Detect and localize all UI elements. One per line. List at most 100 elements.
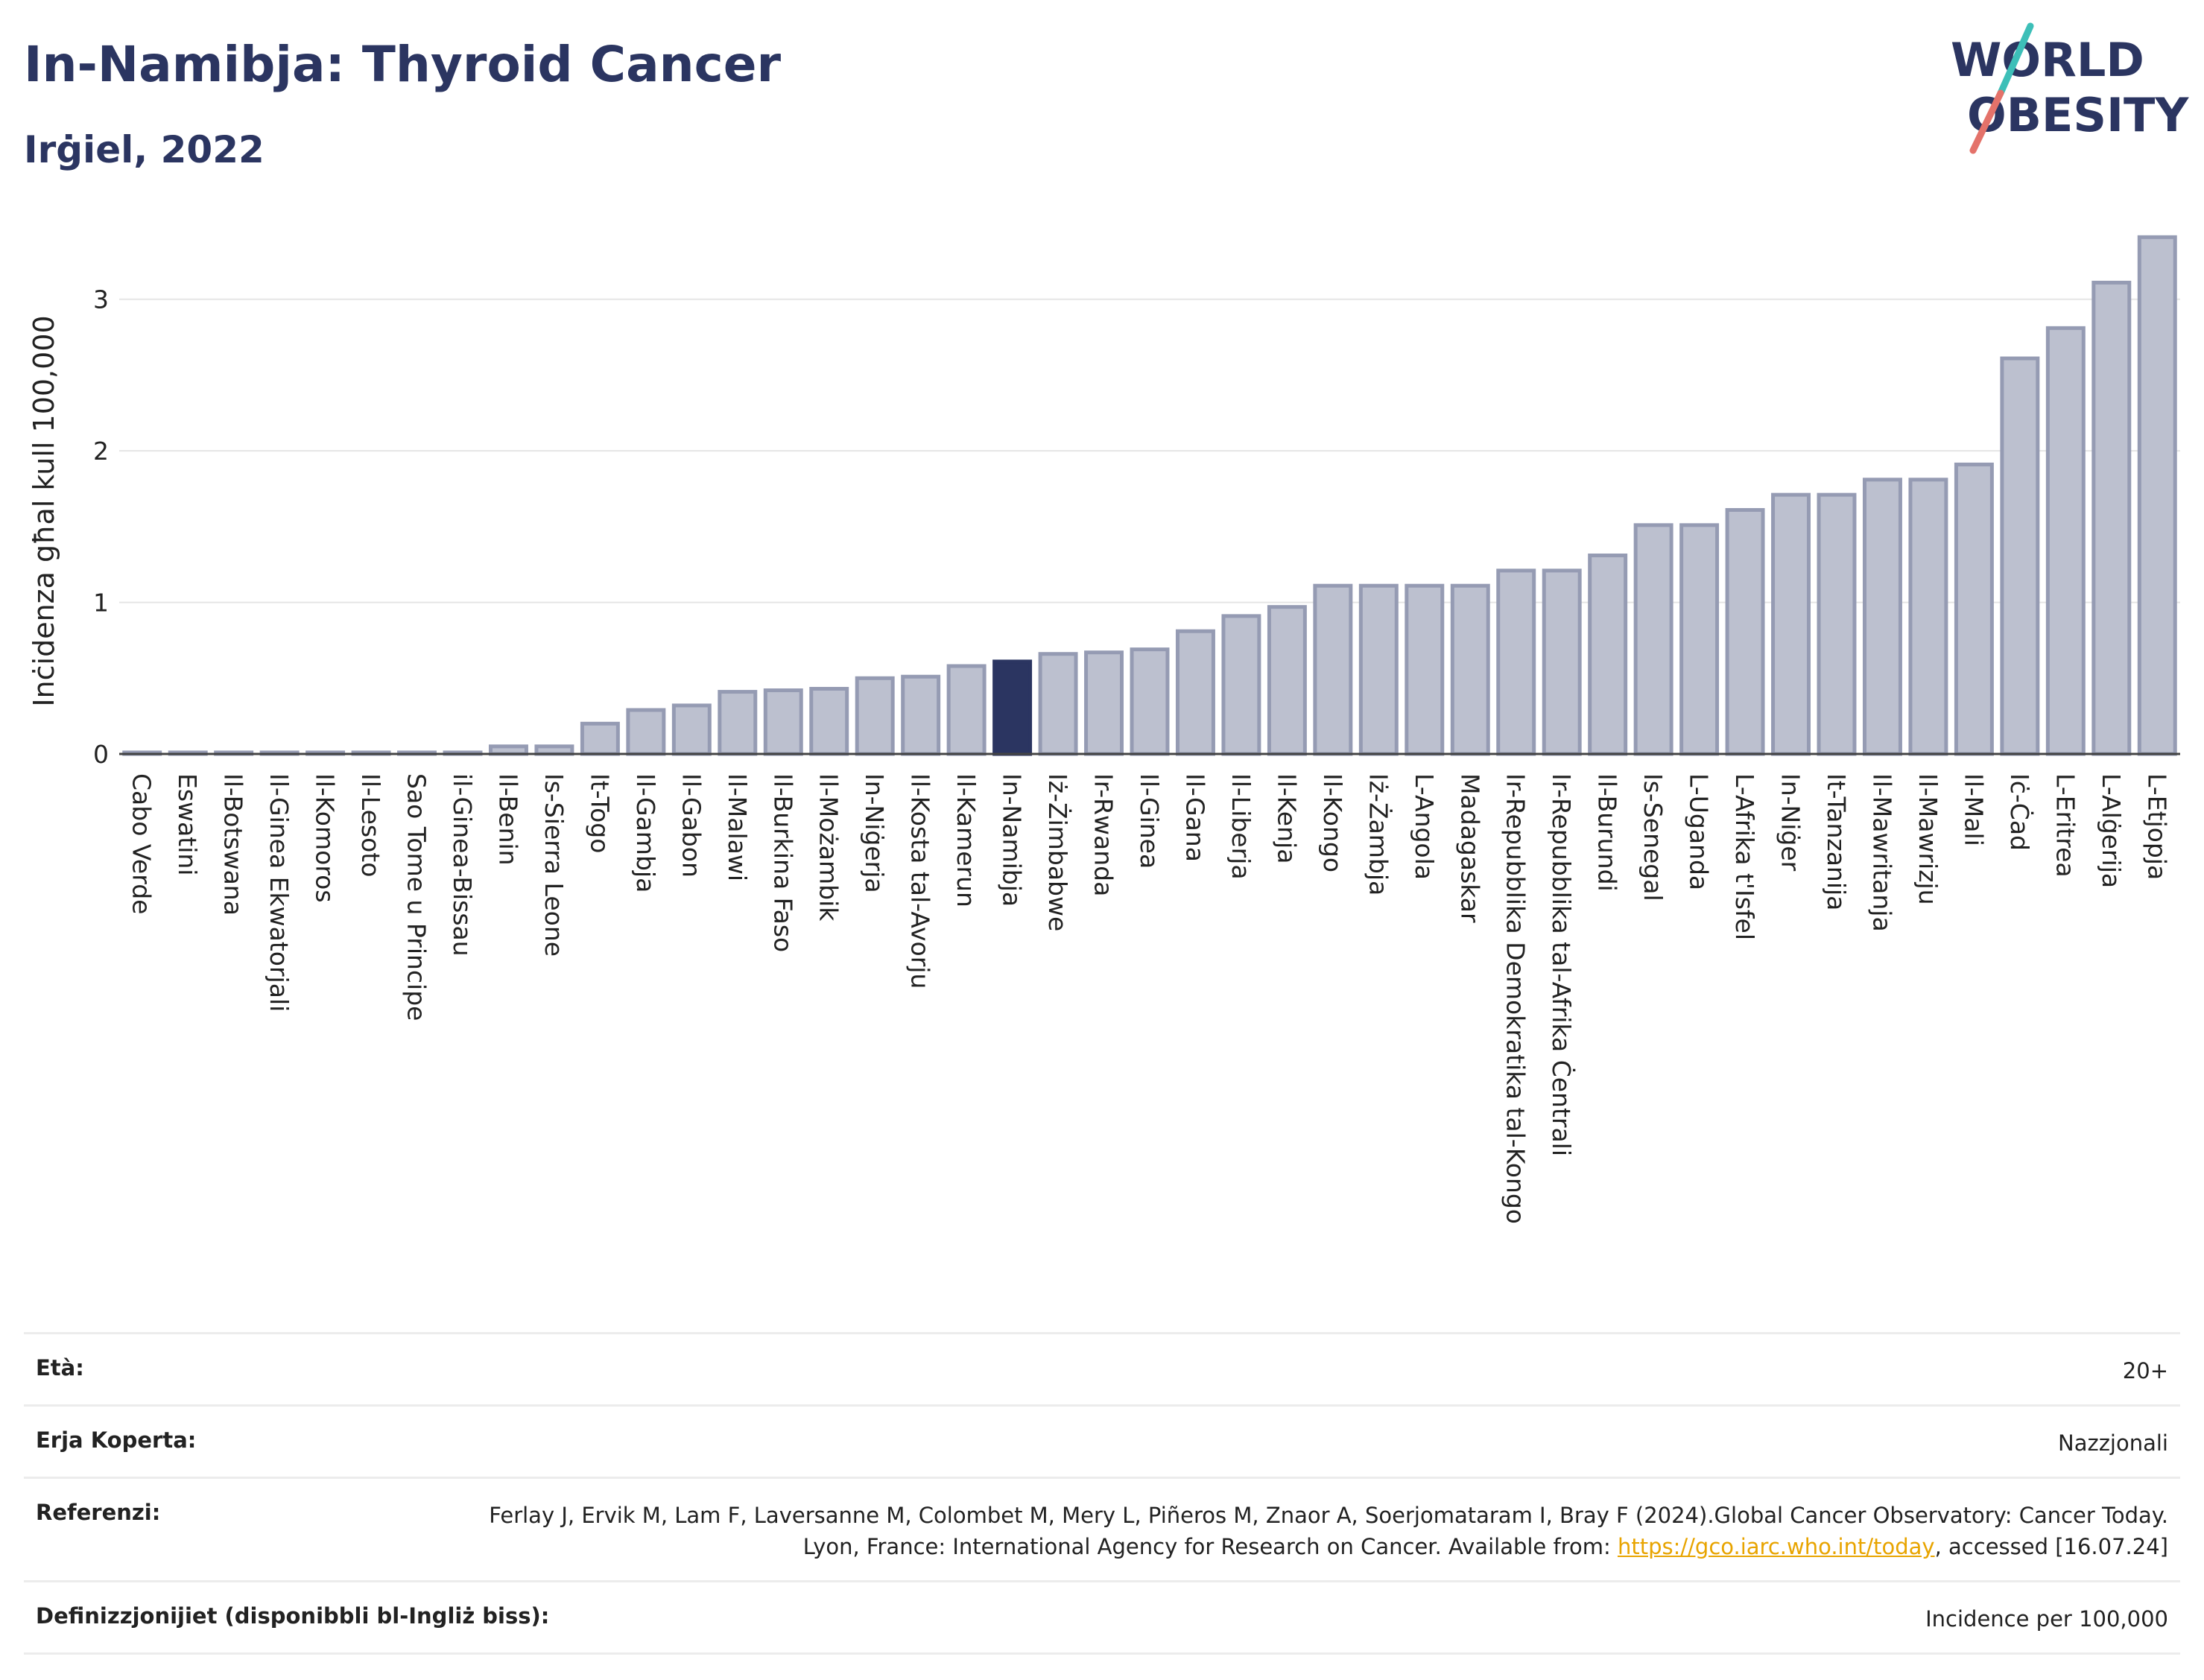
- area-value: Nazzjonali: [2058, 1430, 2168, 1456]
- info-row-age: Età: 20+: [24, 1332, 2180, 1404]
- y-tick-label: 2: [93, 437, 109, 466]
- x-tick-label: Il-Liberja: [1226, 773, 1255, 880]
- bar: [763, 688, 803, 756]
- bar: [1496, 568, 1536, 756]
- bars: [122, 235, 2177, 756]
- x-tick-label: L-Eritrea: [2051, 773, 2080, 878]
- x-tick-label: Ir-Rwanda: [1089, 773, 1118, 896]
- bar: [1405, 583, 1445, 756]
- page-title: In-Namibja: Thyroid Cancer: [24, 36, 782, 93]
- bar: [534, 744, 574, 756]
- x-tick-label: Il-Kamerun: [951, 773, 981, 907]
- definitions-value: Incidence per 100,000: [1925, 1606, 2168, 1632]
- x-tick-label: Il-Mali: [1959, 773, 1988, 846]
- bar: [580, 721, 620, 756]
- logo-word-1: WORLD: [1951, 33, 2144, 87]
- bar: [1725, 507, 1765, 756]
- reference-link[interactable]: https://gco.iarc.who.int/today: [1617, 1534, 1935, 1559]
- page-subtitle: Irġiel, 2022: [24, 128, 265, 171]
- x-tick-label: Ir-Repubblika tal-Afrika Ċentrali: [1547, 773, 1577, 1156]
- x-tick-label: L-Afrika t'Isfel: [1730, 773, 1759, 940]
- age-value: 20+: [2122, 1358, 2168, 1383]
- bar: [1450, 583, 1490, 756]
- world-obesity-logo: WORLD OBESITY: [1951, 22, 2189, 154]
- x-tick-label: Eswatini: [173, 773, 202, 875]
- bar: [718, 690, 758, 756]
- x-tick-label: Sao Tome u Principe: [402, 773, 431, 1021]
- x-tick-label: In-Niġerja: [860, 773, 889, 893]
- x-tick-label: Is-Senegal: [1638, 773, 1668, 901]
- bar: [1679, 523, 1720, 756]
- x-tick-label: Iż-Żambja: [1364, 773, 1393, 896]
- bar: [2000, 356, 2040, 756]
- bar: [671, 703, 712, 756]
- x-tick-labels: Cabo Verde Eswatini Il-Botswana Il-Ginea Ek…: [127, 773, 2172, 1224]
- bar: [626, 708, 666, 756]
- x-tick-label: L-Alġerija: [2097, 773, 2126, 888]
- x-tick-label: Il-Mawrizju: [1913, 773, 1942, 905]
- x-tick-label: Il-Burkina Faso: [768, 773, 797, 952]
- bar: [1542, 568, 1582, 756]
- area-label: Erja Koperta:: [36, 1427, 197, 1453]
- logo-slash-red: [1969, 89, 2004, 154]
- x-tick-label: Il-Mawritanja: [1867, 773, 1896, 932]
- x-tick-label: Il-Gambja: [631, 773, 660, 893]
- bar: [488, 744, 528, 756]
- bar: [2137, 235, 2177, 756]
- bar: [1084, 650, 1124, 756]
- bar: [809, 687, 849, 756]
- bar: [1954, 462, 1994, 756]
- x-tick-label: In-Namibja: [998, 773, 1027, 907]
- x-tick-label: L-Angola: [1410, 773, 1439, 880]
- bar: [1130, 647, 1170, 756]
- x-tick-label: L-Etjopja: [2142, 773, 2171, 880]
- bar: [1267, 605, 1307, 756]
- bar: [1633, 523, 1673, 756]
- x-tick-label: Il-Kenja: [1272, 773, 1301, 863]
- bar: [855, 676, 895, 756]
- y-tick-label: 3: [93, 285, 109, 314]
- bar: [901, 674, 941, 756]
- reference-label: Referenzi:: [36, 1500, 161, 1525]
- bar: [1038, 652, 1078, 756]
- x-tick-label: Cabo Verde: [127, 773, 156, 914]
- bar-highlighted: [992, 659, 1033, 756]
- reference-accessed: , accessed [16.07.24]: [1934, 1534, 2168, 1559]
- x-tick-label: Iċ-Ċad: [2005, 773, 2035, 851]
- x-tick-label: Il-Botswana: [219, 773, 248, 916]
- bar: [1817, 492, 1857, 756]
- bar: [1862, 478, 1902, 756]
- x-tick-label: Il-Gana: [1180, 773, 1209, 862]
- x-tick-label: il-Ginea-Bissau: [448, 773, 477, 957]
- bar: [1313, 583, 1353, 756]
- reference-text: Ferlay J, Ervik M, Lam F, Laversanne M, …: [489, 1503, 2168, 1559]
- x-tick-label: Madagaskar: [1455, 773, 1484, 923]
- bar: [1175, 629, 1215, 756]
- info-table: Età: 20+ Erja Koperta: Nazzjonali Refere…: [24, 1332, 2180, 1655]
- y-tick-label: 1: [93, 589, 109, 618]
- x-tick-label: Il-Lesoto: [356, 773, 385, 877]
- info-row-definitions: Definizzjonijiet (disponibbli bl-Ingliż …: [24, 1580, 2180, 1655]
- bar: [1358, 583, 1399, 756]
- x-tick-label: It-Togo: [585, 773, 614, 853]
- axes: 0 1 2 3: [93, 285, 2180, 769]
- x-tick-label: Il-Burundi: [1593, 773, 1622, 892]
- x-tick-label: In-Niġer: [1776, 773, 1805, 872]
- x-tick-label: Il-Komoros: [311, 773, 340, 903]
- definitions-label: Definizzjonijiet (disponibbli bl-Ingliż …: [36, 1603, 550, 1629]
- age-label: Età:: [36, 1355, 84, 1381]
- x-tick-label: Il-Benin: [493, 773, 522, 866]
- reference-value: Ferlay J, Ervik M, Lam F, Laversanne M, …: [455, 1500, 2168, 1562]
- info-row-reference: Referenzi: Ferlay J, Ervik M, Lam F, Lav…: [24, 1477, 2180, 1580]
- bar: [1221, 614, 1261, 756]
- x-tick-label: L-Uganda: [1685, 773, 1714, 890]
- bar: [1588, 554, 1628, 756]
- logo-word-2: OBESITY: [1967, 88, 2189, 142]
- x-tick-label: Il-Gabon: [677, 773, 706, 878]
- x-tick-label: Il-Kongo: [1318, 773, 1347, 872]
- info-row-area: Erja Koperta: Nazzjonali: [24, 1404, 2180, 1477]
- bar: [1908, 478, 1948, 756]
- x-tick-label: Il-Możambik: [814, 773, 843, 922]
- x-tick-label: Il-Ginea: [1135, 773, 1164, 869]
- x-tick-label: Il-Ginea Ekwatorjali: [265, 773, 294, 1012]
